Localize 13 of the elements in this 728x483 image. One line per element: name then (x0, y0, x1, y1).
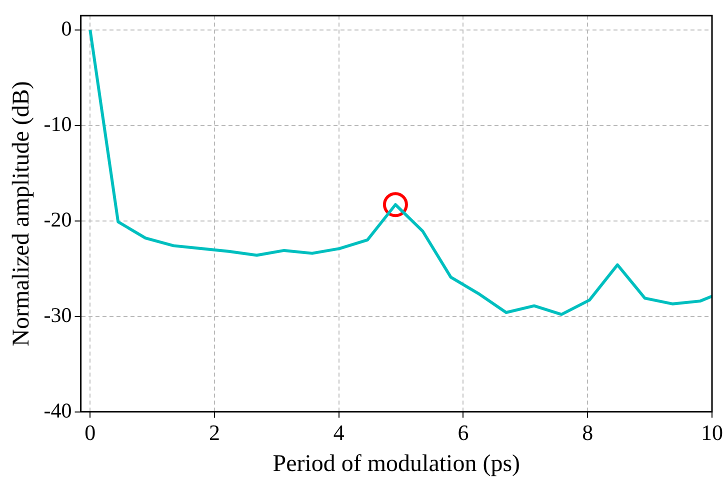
x-tick-label: 6 (458, 420, 469, 445)
y-tick-label: -30 (44, 302, 72, 327)
x-axis-title: Period of modulation (ps) (272, 450, 520, 477)
x-tick-label: 4 (333, 420, 344, 445)
y-tick-label: -40 (44, 398, 72, 422)
x-tick-label: 2 (208, 420, 220, 445)
y-tick-label: 0 (61, 16, 72, 40)
y-tick-label: -20 (44, 207, 72, 232)
x-tick-label: 10 (701, 420, 723, 445)
x-tick-label: 8 (582, 420, 594, 445)
y-axis-title: Normalized amplitude (dB) (8, 81, 35, 346)
x-tick-label: 0 (84, 420, 96, 445)
y-tick-label: -10 (44, 112, 72, 136)
